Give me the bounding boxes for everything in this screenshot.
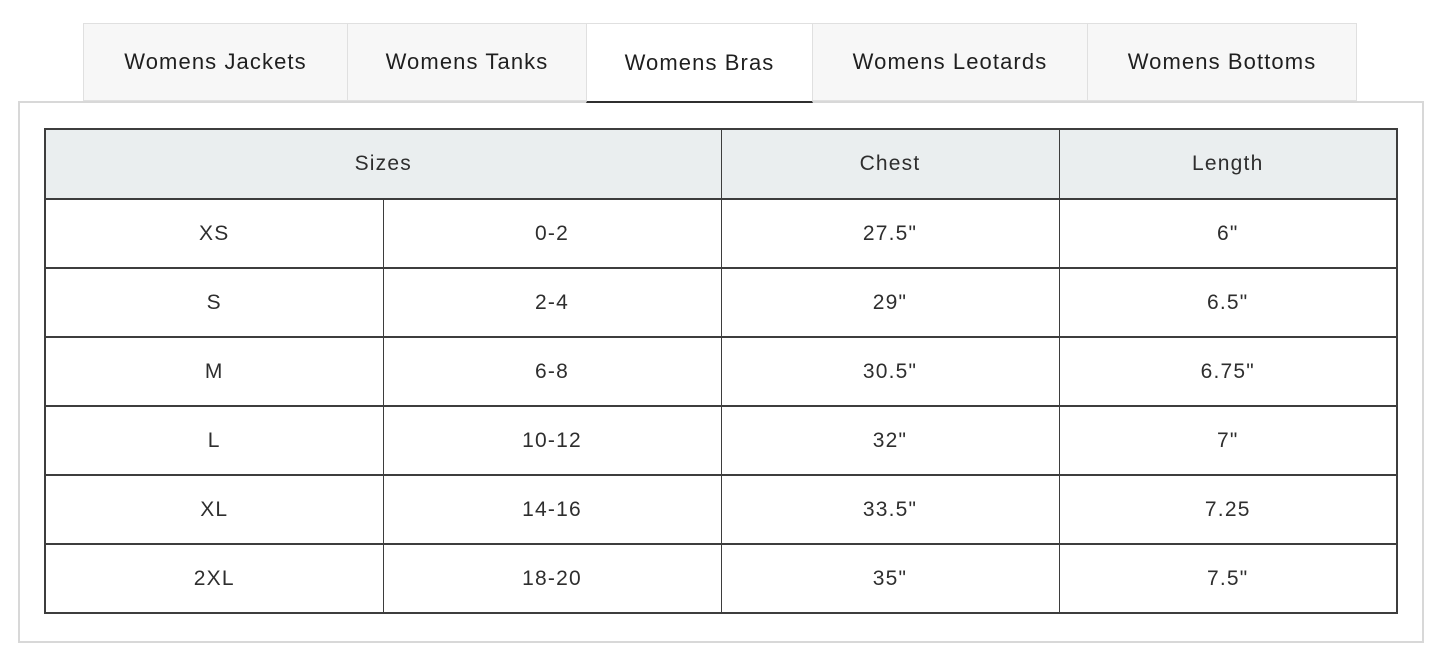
tab-womens-bottoms[interactable]: Womens Bottoms <box>1087 23 1357 101</box>
tab-bar: Womens Jackets Womens Tanks Womens Bras Wom… <box>83 23 1357 103</box>
size-cell: 2XL <box>44 543 384 614</box>
tab-womens-bras[interactable]: Womens Bras <box>586 23 813 103</box>
size-cell: S <box>44 267 384 338</box>
size-chart-table: Sizes Chest Length XS 0-2 27.5" 6" S 2-4 29" 6.… <box>44 128 1398 614</box>
length-cell: 7.25 <box>1058 474 1398 545</box>
chest-cell: 30.5" <box>720 336 1060 407</box>
tab-womens-tanks[interactable]: Womens Tanks <box>347 23 586 101</box>
table-row: XS 0-2 27.5" 6" <box>44 198 1398 269</box>
column-header-chest: Chest <box>720 128 1060 200</box>
chest-cell: 35" <box>720 543 1060 614</box>
size-range-cell: 18-20 <box>382 543 722 614</box>
size-range-cell: 2-4 <box>382 267 722 338</box>
column-header-length: Length <box>1058 128 1398 200</box>
chest-cell: 29" <box>720 267 1060 338</box>
chest-cell: 27.5" <box>720 198 1060 269</box>
size-range-cell: 6-8 <box>382 336 722 407</box>
length-cell: 6" <box>1058 198 1398 269</box>
size-cell: XL <box>44 474 384 545</box>
size-chart-panel: Sizes Chest Length XS 0-2 27.5" 6" S 2-4 29" 6.… <box>18 101 1424 643</box>
chest-cell: 33.5" <box>720 474 1060 545</box>
length-cell: 6.5" <box>1058 267 1398 338</box>
length-cell: 7.5" <box>1058 543 1398 614</box>
length-cell: 7" <box>1058 405 1398 476</box>
tab-womens-leotards[interactable]: Womens Leotards <box>813 23 1087 101</box>
table-row: M 6-8 30.5" 6.75" <box>44 336 1398 407</box>
table-row: XL 14-16 33.5" 7.25 <box>44 474 1398 545</box>
size-range-cell: 0-2 <box>382 198 722 269</box>
table-row: L 10-12 32" 7" <box>44 405 1398 476</box>
table-row: 2XL 18-20 35" 7.5" <box>44 543 1398 614</box>
length-cell: 6.75" <box>1058 336 1398 407</box>
chest-cell: 32" <box>720 405 1060 476</box>
column-header-sizes: Sizes <box>44 128 722 200</box>
tab-womens-jackets[interactable]: Womens Jackets <box>83 23 347 101</box>
size-cell: XS <box>44 198 384 269</box>
size-cell: M <box>44 336 384 407</box>
size-range-cell: 10-12 <box>382 405 722 476</box>
header-row: Sizes Chest Length <box>44 128 1398 200</box>
table-row: S 2-4 29" 6.5" <box>44 267 1398 338</box>
size-range-cell: 14-16 <box>382 474 722 545</box>
size-cell: L <box>44 405 384 476</box>
